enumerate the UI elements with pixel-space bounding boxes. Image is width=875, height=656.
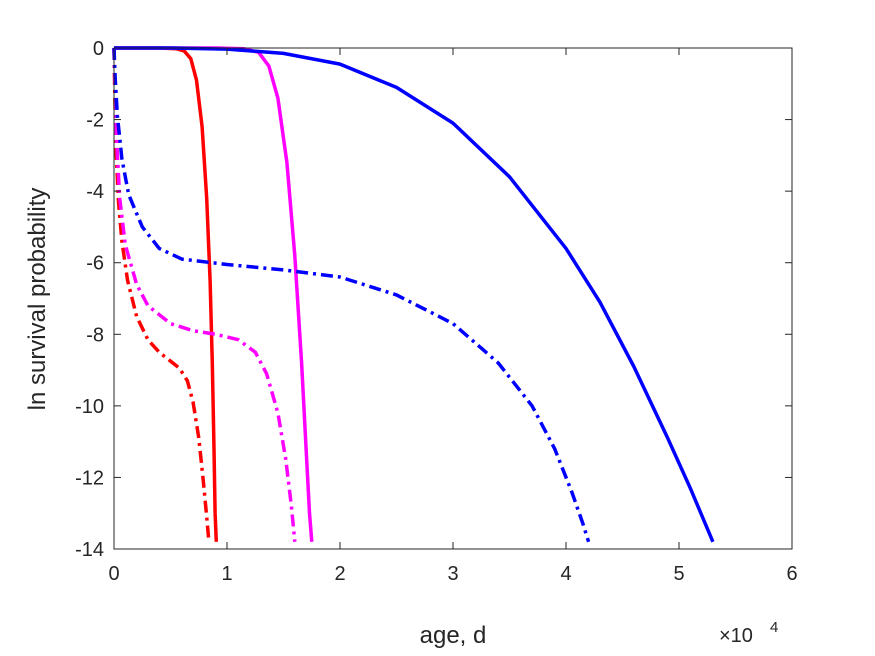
y-tick-label: -12: [75, 467, 104, 489]
y-tick-label: -8: [86, 324, 104, 346]
y-tick-label: -14: [75, 539, 104, 561]
series-line-3: [114, 46, 715, 543]
x-tick-label: 4: [560, 563, 571, 585]
x-axis-exponent: ×10 4: [719, 619, 778, 647]
x-tick-label: 5: [673, 563, 684, 585]
x-tick-label: 0: [108, 563, 119, 585]
series-line-4: [112, 47, 211, 542]
x-tick-label: 1: [221, 563, 232, 585]
svg-text:4: 4: [770, 619, 778, 636]
x-tick-label: 2: [334, 563, 345, 585]
y-tick-label: 0: [93, 38, 104, 60]
x-tick-label: 6: [786, 563, 797, 585]
x-tick-label: 3: [447, 563, 458, 585]
y-tick-label: -10: [75, 396, 104, 418]
series-line-5: [112, 47, 297, 542]
x-axis-label: age, d: [420, 622, 487, 649]
y-tick-label: -2: [86, 110, 104, 132]
y-axis-label: ln survival probability: [24, 188, 51, 411]
svg-text:×10: ×10: [719, 625, 753, 647]
y-tick-label: -4: [86, 181, 104, 203]
tick-layer: 0 1 2 3 4 5 6 0 -2 -4 -6 -8 -10 -12 -14: [75, 38, 797, 585]
y-tick-label: -6: [86, 253, 104, 275]
series-line-6: [112, 47, 591, 543]
